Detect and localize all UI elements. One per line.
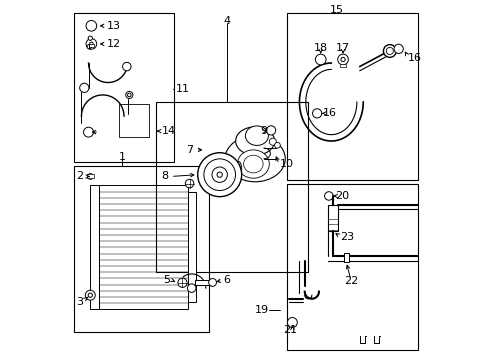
Text: 20: 20 (334, 191, 348, 201)
Text: 16: 16 (323, 108, 337, 118)
Circle shape (340, 57, 345, 62)
Bar (187, 192, 195, 302)
Bar (343, 253, 348, 261)
Text: 18: 18 (313, 43, 327, 53)
Text: 13: 13 (107, 21, 121, 31)
Ellipse shape (237, 150, 269, 178)
Circle shape (217, 172, 222, 177)
Ellipse shape (235, 161, 241, 177)
Circle shape (87, 174, 93, 179)
Circle shape (203, 159, 235, 190)
Circle shape (312, 109, 321, 118)
Circle shape (187, 284, 196, 292)
Circle shape (89, 42, 93, 46)
Bar (286, 184, 417, 350)
Text: 9: 9 (260, 126, 267, 136)
Circle shape (87, 45, 91, 49)
Text: 10: 10 (279, 159, 293, 169)
Circle shape (86, 39, 97, 49)
Text: 16: 16 (407, 53, 422, 63)
Circle shape (125, 91, 133, 99)
Bar (156, 102, 307, 272)
Circle shape (315, 54, 325, 65)
Circle shape (287, 318, 297, 328)
Circle shape (386, 48, 392, 54)
Ellipse shape (245, 126, 268, 145)
Text: 3: 3 (76, 297, 83, 307)
Text: 6: 6 (223, 275, 230, 285)
Text: 21: 21 (282, 325, 296, 334)
Text: 5: 5 (163, 275, 170, 285)
Text: 19: 19 (254, 305, 268, 315)
Text: 4: 4 (223, 15, 230, 26)
Ellipse shape (243, 155, 263, 173)
Text: 22: 22 (343, 276, 357, 286)
Bar (119, 104, 148, 138)
Text: 8: 8 (161, 171, 168, 181)
Bar (340, 64, 345, 67)
Bar (327, 205, 337, 231)
Ellipse shape (224, 136, 285, 182)
Circle shape (324, 192, 332, 200)
Circle shape (208, 279, 216, 286)
Circle shape (185, 179, 193, 188)
Circle shape (85, 290, 95, 300)
Ellipse shape (235, 127, 274, 155)
Text: 7: 7 (185, 145, 193, 155)
Circle shape (88, 36, 92, 40)
Circle shape (337, 54, 347, 65)
Text: 11: 11 (176, 84, 190, 94)
Circle shape (274, 143, 280, 148)
Text: 2: 2 (76, 171, 83, 181)
Circle shape (212, 167, 227, 183)
Text: 14: 14 (162, 126, 176, 136)
Bar (74, 13, 173, 162)
Circle shape (122, 62, 131, 71)
Bar (195, 280, 212, 285)
Text: 17: 17 (335, 43, 349, 53)
Circle shape (86, 21, 97, 31)
Circle shape (383, 45, 395, 57)
Circle shape (88, 293, 92, 297)
Bar (90, 185, 99, 309)
Circle shape (269, 138, 276, 145)
Text: 12: 12 (107, 39, 121, 49)
Circle shape (80, 83, 89, 93)
Bar (286, 13, 417, 180)
Circle shape (178, 278, 187, 287)
Circle shape (393, 44, 403, 54)
Circle shape (266, 126, 275, 135)
Text: 1: 1 (119, 152, 125, 162)
Bar (88, 44, 94, 47)
Circle shape (127, 93, 131, 97)
Text: 23: 23 (340, 232, 354, 242)
Circle shape (83, 127, 93, 137)
Polygon shape (99, 185, 187, 309)
Circle shape (197, 153, 241, 197)
Text: 15: 15 (329, 5, 343, 15)
Bar (86, 174, 94, 178)
Bar (74, 166, 209, 332)
